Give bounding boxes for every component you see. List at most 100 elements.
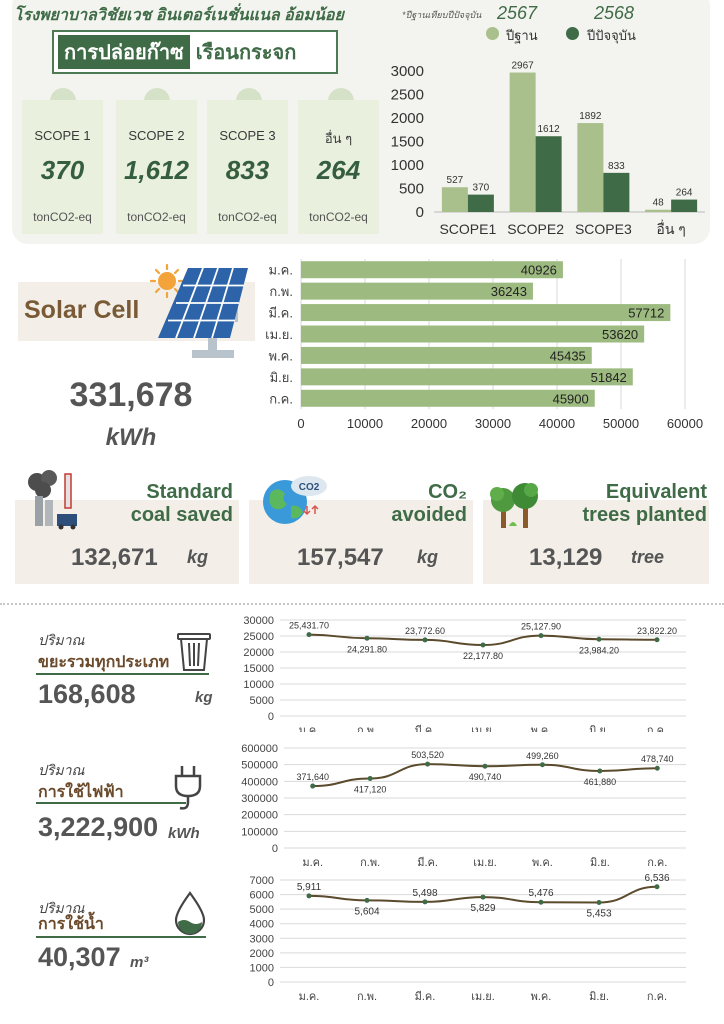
x-tick-label: เม.ย. <box>471 725 495 732</box>
data-label: 23,822.20 <box>637 626 677 636</box>
x-tick-label: มิ.ย. <box>590 857 610 866</box>
y-tick-label: 10000 <box>243 679 274 691</box>
x-tick-label: มิ.ย. <box>589 991 609 1000</box>
scope-unit: tonCO2-eq <box>309 210 368 224</box>
water-label: การใช้น้ำ <box>38 916 104 933</box>
data-point <box>596 900 602 906</box>
y-tick-label: เม.ย. <box>265 327 293 342</box>
data-point <box>422 899 428 905</box>
impact-card-co2: CO2 CO₂ avoided 157,547 kg <box>249 476 473 584</box>
tree-icon <box>490 483 538 528</box>
data-label: 371,640 <box>296 772 329 782</box>
electricity-unit: kWh <box>168 825 200 842</box>
data-label: 22,177.80 <box>463 651 503 661</box>
water-line-chart: 0 1000 2000 3000 4000 5000 6000 7000 5,911 ม.ค. 5,… <box>250 873 686 1000</box>
y-tick-label: 5000 <box>250 904 274 916</box>
data-label: 5,911 <box>297 882 322 893</box>
impact-title: CO₂ avoided <box>391 481 467 527</box>
x-tick-label: พ.ค. <box>531 725 552 732</box>
x-tick-label: ม.ค. <box>302 857 323 866</box>
svg-text:CO2: CO2 <box>299 482 320 493</box>
impact-value: 13,129 <box>529 544 603 571</box>
bar-value-label: 264 <box>676 188 693 199</box>
y-tick-label: 200000 <box>241 810 278 822</box>
y-tick-label: มี.ค. <box>269 306 294 321</box>
bar-base <box>441 187 468 212</box>
x-tick-label: 60000 <box>667 416 703 431</box>
y-tick-label: 1000 <box>391 157 424 174</box>
scope-unit: tonCO2-eq <box>127 210 186 224</box>
data-label: 24,291.80 <box>347 644 387 654</box>
data-point <box>538 899 544 905</box>
x-tick-label: มี.ค. <box>417 856 438 866</box>
y-tick-label: 6000 <box>250 890 274 902</box>
x-tick-label: มี.ค. <box>415 724 436 732</box>
data-label: 5,476 <box>528 888 553 899</box>
data-point <box>306 632 312 638</box>
y-tick-label: 0 <box>268 711 274 723</box>
data-point <box>538 633 544 639</box>
solar-title: Solar Cell <box>24 296 140 324</box>
bar-current <box>671 199 698 212</box>
solar-bar <box>301 304 671 322</box>
y-tick-label: 0 <box>416 204 424 221</box>
ghg-title-part-b: เรือนกระจก <box>195 42 297 64</box>
x-tick-label: 30000 <box>475 416 511 431</box>
waste-unit: kg <box>195 689 213 706</box>
y-tick-label: 2000 <box>250 948 274 960</box>
solar-bar <box>301 261 563 279</box>
legend-swatch-current <box>566 27 579 40</box>
scope-bar-chart: 0 500 1000 1500 2000 2500 3000 527 370 SCOPE1 2967… <box>391 61 705 237</box>
scope-value: 370 <box>40 155 85 185</box>
y-tick-label: 2000 <box>391 110 424 127</box>
x-tick-label: 10000 <box>347 416 383 431</box>
data-label: 23,772.60 <box>405 626 445 636</box>
x-tick-label: อื่น ๆ <box>656 220 685 237</box>
legend-base-year: 2567 <box>497 3 538 23</box>
y-tick-label: 1000 <box>250 962 274 974</box>
y-tick-label: 30000 <box>243 615 274 627</box>
scope-value: 1,612 <box>123 155 190 185</box>
data-point <box>367 775 373 781</box>
impact-value: 132,671 <box>71 544 158 571</box>
impact-unit: kg <box>187 547 209 567</box>
scope-value: 264 <box>316 155 361 185</box>
bar-value-label: 53620 <box>602 327 638 342</box>
plug-icon <box>174 766 202 810</box>
scope-label: SCOPE 1 <box>34 128 91 143</box>
legend-current-year: 2568 <box>594 3 635 23</box>
data-label: 25,431.70 <box>289 621 329 631</box>
ghg-title: การปล่อยก๊าซ เรือนกระจก <box>52 30 338 74</box>
legend-note: *ปีฐานเทียบปีปัจจุบัน <box>402 10 482 20</box>
data-label: 5,453 <box>586 909 611 920</box>
impact-title: Standard coal saved <box>131 481 233 527</box>
x-tick-label: เม.ย. <box>471 991 495 1000</box>
water-value: 40,307 <box>38 942 121 972</box>
y-tick-label: 2500 <box>391 87 424 104</box>
bar-value-label: 57712 <box>628 306 664 321</box>
data-label: 25,127.90 <box>521 622 561 632</box>
x-tick-label: SCOPE2 <box>507 221 564 237</box>
x-tick-label: SCOPE3 <box>575 221 632 237</box>
scope-card-2: SCOPE 2 1,612 tonCO2-eq <box>116 100 197 234</box>
solar-bar <box>301 325 645 343</box>
x-tick-label: มิ.ย. <box>589 725 609 732</box>
y-tick-label: 500000 <box>241 760 278 772</box>
y-tick-label: 1500 <box>391 134 424 151</box>
data-label: 490,740 <box>469 772 502 782</box>
y-tick-label: 3000 <box>250 933 274 945</box>
impact-card-trees: Equivalent trees planted 13,129 tree <box>483 481 709 584</box>
impact-unit: tree <box>631 547 665 567</box>
electricity-label: การใช้ไฟฟ้า <box>38 784 124 801</box>
y-tick-label: 0 <box>272 843 278 855</box>
water-unit: m³ <box>130 954 149 971</box>
x-tick-label: SCOPE1 <box>439 221 496 237</box>
solar-bar <box>301 389 595 407</box>
impact-title-line1: CO₂ <box>428 481 467 503</box>
water-rule <box>36 936 206 938</box>
waste-label: ขยะรวมทุกประเภท <box>38 654 170 671</box>
bar-value-label: 370 <box>473 183 490 194</box>
x-tick-label: พ.ค. <box>531 991 552 1000</box>
data-point <box>597 768 603 774</box>
data-label: 478,740 <box>641 754 674 764</box>
